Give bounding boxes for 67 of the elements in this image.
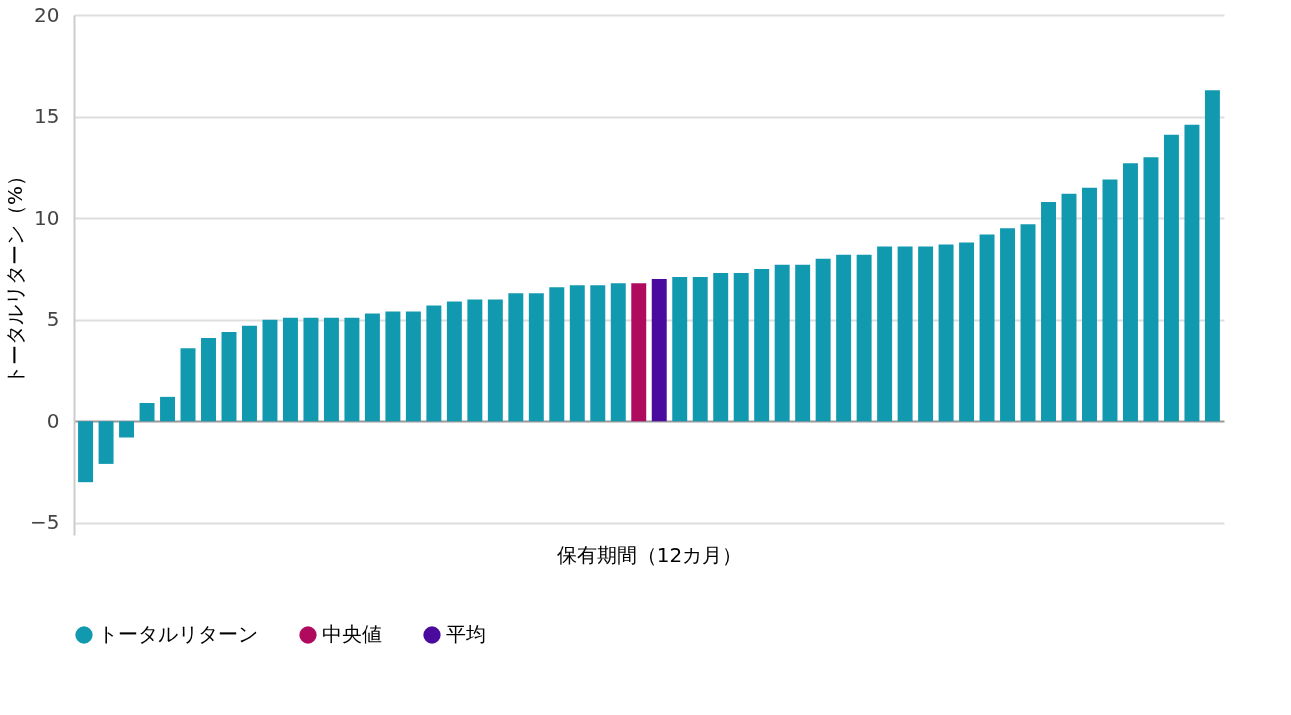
y-tick-label: −5 (30, 510, 60, 535)
bar (651, 279, 667, 422)
bar (1143, 157, 1159, 422)
bar (303, 317, 319, 422)
bar (180, 348, 196, 422)
bar (282, 317, 298, 422)
bar (385, 311, 401, 422)
bar (98, 421, 114, 464)
bar (1020, 224, 1036, 422)
bar (467, 299, 483, 422)
bar (877, 246, 893, 422)
bar (1122, 163, 1138, 422)
bar (1163, 134, 1179, 422)
bar (590, 285, 606, 422)
bar (795, 264, 811, 422)
bar (549, 287, 565, 422)
y-axis-title: トータルリターン（%） (3, 165, 28, 386)
bar (938, 244, 954, 422)
bar (569, 285, 585, 422)
bar (323, 317, 339, 422)
bar (221, 331, 237, 422)
bar (692, 277, 708, 422)
bar (139, 402, 155, 422)
bar (672, 277, 688, 422)
bar (528, 293, 544, 422)
bar (201, 337, 216, 422)
bar (733, 272, 749, 422)
legend-label: 平均 (446, 622, 486, 646)
bar (242, 325, 257, 422)
bar (1000, 228, 1016, 422)
bar (815, 258, 831, 422)
bar (856, 254, 872, 422)
bar (610, 283, 626, 422)
bar (959, 242, 975, 422)
bar (713, 272, 729, 422)
bar (979, 234, 995, 422)
bar (78, 421, 94, 483)
bar (119, 421, 135, 438)
bar (344, 317, 360, 422)
y-tick-label: 5 (46, 307, 60, 332)
bar (631, 283, 647, 422)
y-tick-label: 10 (34, 205, 60, 230)
bar (262, 319, 278, 422)
bar (774, 264, 790, 422)
legend-label: トータルリターン (98, 622, 258, 646)
y-tick-label: 0 (46, 408, 60, 433)
bar (1041, 201, 1056, 422)
bar (426, 305, 442, 422)
y-tick-label: 15 (34, 104, 60, 129)
bar (364, 313, 380, 422)
bar (1204, 90, 1220, 422)
bar (1082, 187, 1097, 422)
bar (918, 246, 934, 422)
bar (836, 254, 852, 422)
bar (1184, 124, 1200, 422)
bar (897, 246, 913, 422)
legend-label: 中央値 (322, 622, 382, 646)
bar (160, 396, 176, 422)
bar (1061, 193, 1077, 422)
bar (405, 311, 421, 422)
y-tick-label: 20 (34, 2, 60, 27)
x-axis-title: 保有期間（12カ月） (556, 542, 743, 567)
bar (754, 268, 770, 422)
bar (446, 301, 462, 422)
bar (487, 299, 503, 422)
bar (1102, 179, 1118, 422)
bar (508, 293, 524, 422)
